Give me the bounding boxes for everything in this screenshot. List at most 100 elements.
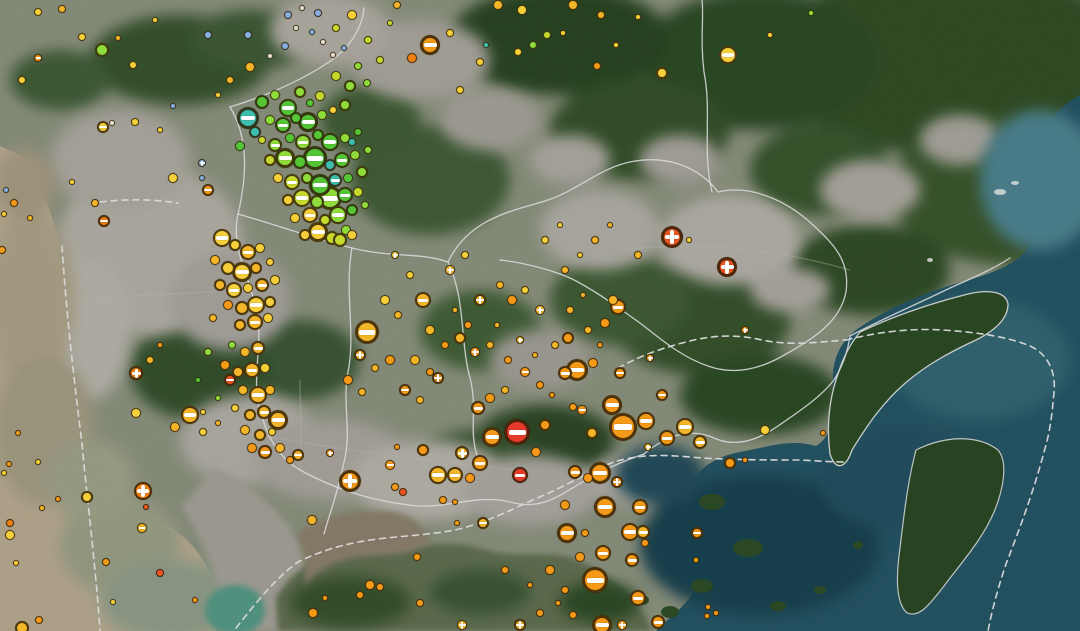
data-marker[interactable] bbox=[432, 372, 444, 384]
data-marker[interactable] bbox=[293, 189, 311, 207]
data-marker[interactable] bbox=[292, 449, 304, 461]
data-marker[interactable] bbox=[447, 467, 463, 483]
data-marker[interactable] bbox=[545, 565, 555, 575]
data-marker[interactable] bbox=[551, 341, 559, 349]
data-marker[interactable] bbox=[240, 347, 250, 357]
data-marker[interactable] bbox=[131, 118, 139, 126]
data-marker[interactable] bbox=[454, 332, 466, 344]
data-marker[interactable] bbox=[531, 447, 541, 457]
data-marker[interactable] bbox=[293, 155, 307, 169]
data-marker[interactable] bbox=[223, 300, 233, 310]
data-marker[interactable] bbox=[575, 552, 585, 562]
data-marker[interactable] bbox=[282, 194, 294, 206]
data-marker[interactable] bbox=[321, 133, 339, 151]
data-marker[interactable] bbox=[250, 262, 262, 274]
data-marker[interactable] bbox=[129, 366, 143, 380]
data-marker[interactable] bbox=[355, 320, 379, 344]
data-marker[interactable] bbox=[35, 459, 41, 465]
data-marker[interactable] bbox=[240, 425, 250, 435]
data-marker[interactable] bbox=[255, 243, 265, 253]
data-marker[interactable] bbox=[429, 466, 447, 484]
data-marker[interactable] bbox=[34, 8, 42, 16]
data-marker[interactable] bbox=[602, 395, 622, 415]
data-marker[interactable] bbox=[35, 616, 43, 624]
data-marker[interactable] bbox=[614, 367, 626, 379]
data-marker[interactable] bbox=[634, 251, 642, 259]
data-marker[interactable] bbox=[221, 261, 235, 275]
data-marker[interactable] bbox=[566, 306, 574, 314]
data-marker[interactable] bbox=[268, 410, 288, 430]
data-marker[interactable] bbox=[270, 90, 280, 100]
data-marker[interactable] bbox=[717, 257, 737, 277]
data-marker[interactable] bbox=[420, 35, 440, 55]
data-marker[interactable] bbox=[607, 222, 613, 228]
data-marker[interactable] bbox=[143, 504, 149, 510]
data-marker[interactable] bbox=[617, 620, 627, 630]
data-marker[interactable] bbox=[341, 45, 347, 51]
data-marker[interactable] bbox=[6, 519, 14, 527]
data-marker[interactable] bbox=[651, 615, 665, 629]
data-marker[interactable] bbox=[656, 67, 668, 79]
data-marker[interactable] bbox=[270, 275, 280, 285]
data-marker[interactable] bbox=[760, 425, 770, 435]
data-marker[interactable] bbox=[268, 138, 282, 152]
data-marker[interactable] bbox=[214, 279, 226, 291]
data-marker[interactable] bbox=[399, 488, 407, 496]
data-marker[interactable] bbox=[476, 58, 484, 66]
data-marker[interactable] bbox=[635, 14, 641, 20]
data-marker[interactable] bbox=[536, 381, 544, 389]
data-marker[interactable] bbox=[27, 215, 33, 221]
data-marker[interactable] bbox=[557, 523, 577, 543]
data-marker[interactable] bbox=[441, 341, 449, 349]
data-marker[interactable] bbox=[613, 42, 619, 48]
data-marker[interactable] bbox=[486, 341, 494, 349]
data-marker[interactable] bbox=[273, 173, 283, 183]
data-marker[interactable] bbox=[691, 527, 703, 539]
data-marker[interactable] bbox=[704, 613, 710, 619]
data-marker[interactable] bbox=[686, 237, 692, 243]
data-marker[interactable] bbox=[134, 482, 152, 500]
data-marker[interactable] bbox=[348, 138, 356, 146]
data-marker[interactable] bbox=[594, 496, 616, 518]
data-marker[interactable] bbox=[95, 43, 109, 57]
data-marker[interactable] bbox=[275, 117, 291, 133]
data-marker[interactable] bbox=[561, 586, 569, 594]
data-marker[interactable] bbox=[593, 62, 601, 70]
data-marker[interactable] bbox=[244, 409, 256, 421]
data-marker[interactable] bbox=[354, 349, 366, 361]
data-marker[interactable] bbox=[406, 271, 414, 279]
data-marker[interactable] bbox=[299, 5, 305, 11]
data-marker[interactable] bbox=[199, 428, 207, 436]
data-marker[interactable] bbox=[228, 341, 236, 349]
data-marker[interactable] bbox=[557, 222, 563, 228]
data-marker[interactable] bbox=[198, 159, 206, 167]
data-marker[interactable] bbox=[588, 358, 598, 368]
data-marker[interactable] bbox=[170, 103, 176, 109]
data-marker[interactable] bbox=[156, 569, 164, 577]
data-marker[interactable] bbox=[78, 33, 86, 41]
data-marker[interactable] bbox=[315, 91, 325, 101]
data-marker[interactable] bbox=[580, 292, 586, 298]
data-marker[interactable] bbox=[592, 615, 612, 631]
data-marker[interactable] bbox=[91, 199, 99, 207]
data-marker[interactable] bbox=[317, 110, 327, 120]
data-marker[interactable] bbox=[234, 319, 246, 331]
data-marker[interactable] bbox=[767, 32, 773, 38]
data-marker[interactable] bbox=[485, 393, 495, 403]
data-marker[interactable] bbox=[425, 325, 435, 335]
data-marker[interactable] bbox=[310, 195, 324, 209]
data-marker[interactable] bbox=[231, 404, 239, 412]
data-marker[interactable] bbox=[320, 39, 326, 45]
data-marker[interactable] bbox=[55, 496, 61, 502]
data-marker[interactable] bbox=[245, 62, 255, 72]
data-marker[interactable] bbox=[229, 239, 241, 251]
data-marker[interactable] bbox=[157, 127, 163, 133]
data-marker[interactable] bbox=[387, 20, 393, 26]
data-marker[interactable] bbox=[215, 395, 221, 401]
data-marker[interactable] bbox=[102, 558, 110, 566]
data-marker[interactable] bbox=[247, 296, 265, 314]
data-marker[interactable] bbox=[494, 322, 500, 328]
data-marker[interactable] bbox=[380, 295, 390, 305]
data-marker[interactable] bbox=[693, 435, 707, 449]
data-marker[interactable] bbox=[483, 42, 489, 48]
